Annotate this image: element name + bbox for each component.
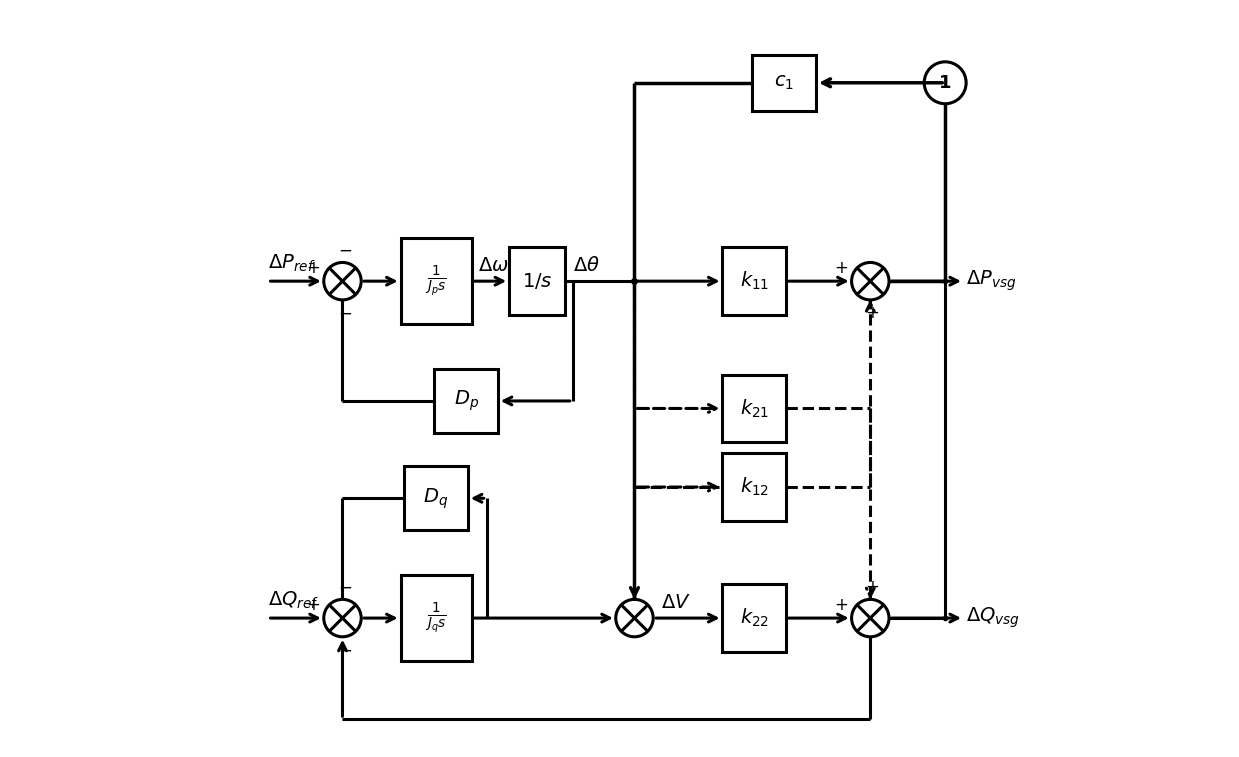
Bar (404, 466, 468, 530)
Circle shape (924, 62, 966, 104)
Circle shape (616, 600, 653, 637)
Bar (722, 453, 786, 521)
Circle shape (323, 600, 362, 637)
Bar (752, 55, 817, 111)
Text: $1/s$: $1/s$ (522, 271, 553, 291)
Text: $-$: $-$ (338, 241, 352, 259)
Bar (400, 238, 472, 324)
Text: 1: 1 (939, 73, 952, 92)
Text: $\Delta Q_{ref}$: $\Delta Q_{ref}$ (268, 589, 318, 611)
Bar (400, 575, 472, 661)
Text: $\frac{1}{J_q s}$: $\frac{1}{J_q s}$ (425, 601, 447, 635)
Circle shape (851, 263, 890, 300)
Circle shape (323, 263, 362, 300)
Text: $+$: $+$ (866, 304, 880, 322)
Bar (434, 369, 498, 433)
Text: $D_p$: $D_p$ (453, 388, 478, 413)
Text: $\Delta Q_{vsg}$: $\Delta Q_{vsg}$ (966, 606, 1020, 631)
Text: $-$: $-$ (338, 304, 352, 322)
Text: $\Delta P_{ref}$: $\Delta P_{ref}$ (268, 252, 315, 274)
Bar (722, 248, 786, 315)
Text: $k_{22}$: $k_{22}$ (740, 607, 769, 629)
Text: $+$: $+$ (834, 260, 847, 277)
Bar (722, 375, 786, 442)
Text: $D_q$: $D_q$ (424, 486, 449, 510)
Text: $\Delta\omega$: $\Delta\omega$ (477, 256, 508, 276)
Text: $k_{21}$: $k_{21}$ (740, 397, 769, 419)
Text: $k_{12}$: $k_{12}$ (740, 476, 769, 498)
Text: $+$: $+$ (306, 260, 320, 277)
Text: $-$: $-$ (338, 640, 352, 659)
Circle shape (851, 600, 890, 637)
Text: $+$: $+$ (306, 597, 320, 615)
Text: $c_1$: $c_1$ (774, 73, 794, 92)
Text: $+$: $+$ (834, 597, 847, 615)
Bar (509, 248, 565, 315)
Text: $k_{11}$: $k_{11}$ (740, 270, 769, 292)
Text: $\Delta P_{vsg}$: $\Delta P_{vsg}$ (966, 269, 1016, 294)
Bar (722, 584, 786, 652)
Text: $\frac{1}{J_p s}$: $\frac{1}{J_p s}$ (425, 264, 447, 298)
Text: $-$: $-$ (338, 578, 352, 596)
Text: $+$: $+$ (866, 578, 880, 596)
Text: $\Delta\theta$: $\Delta\theta$ (572, 256, 600, 276)
Text: $\Delta V$: $\Delta V$ (660, 593, 690, 612)
